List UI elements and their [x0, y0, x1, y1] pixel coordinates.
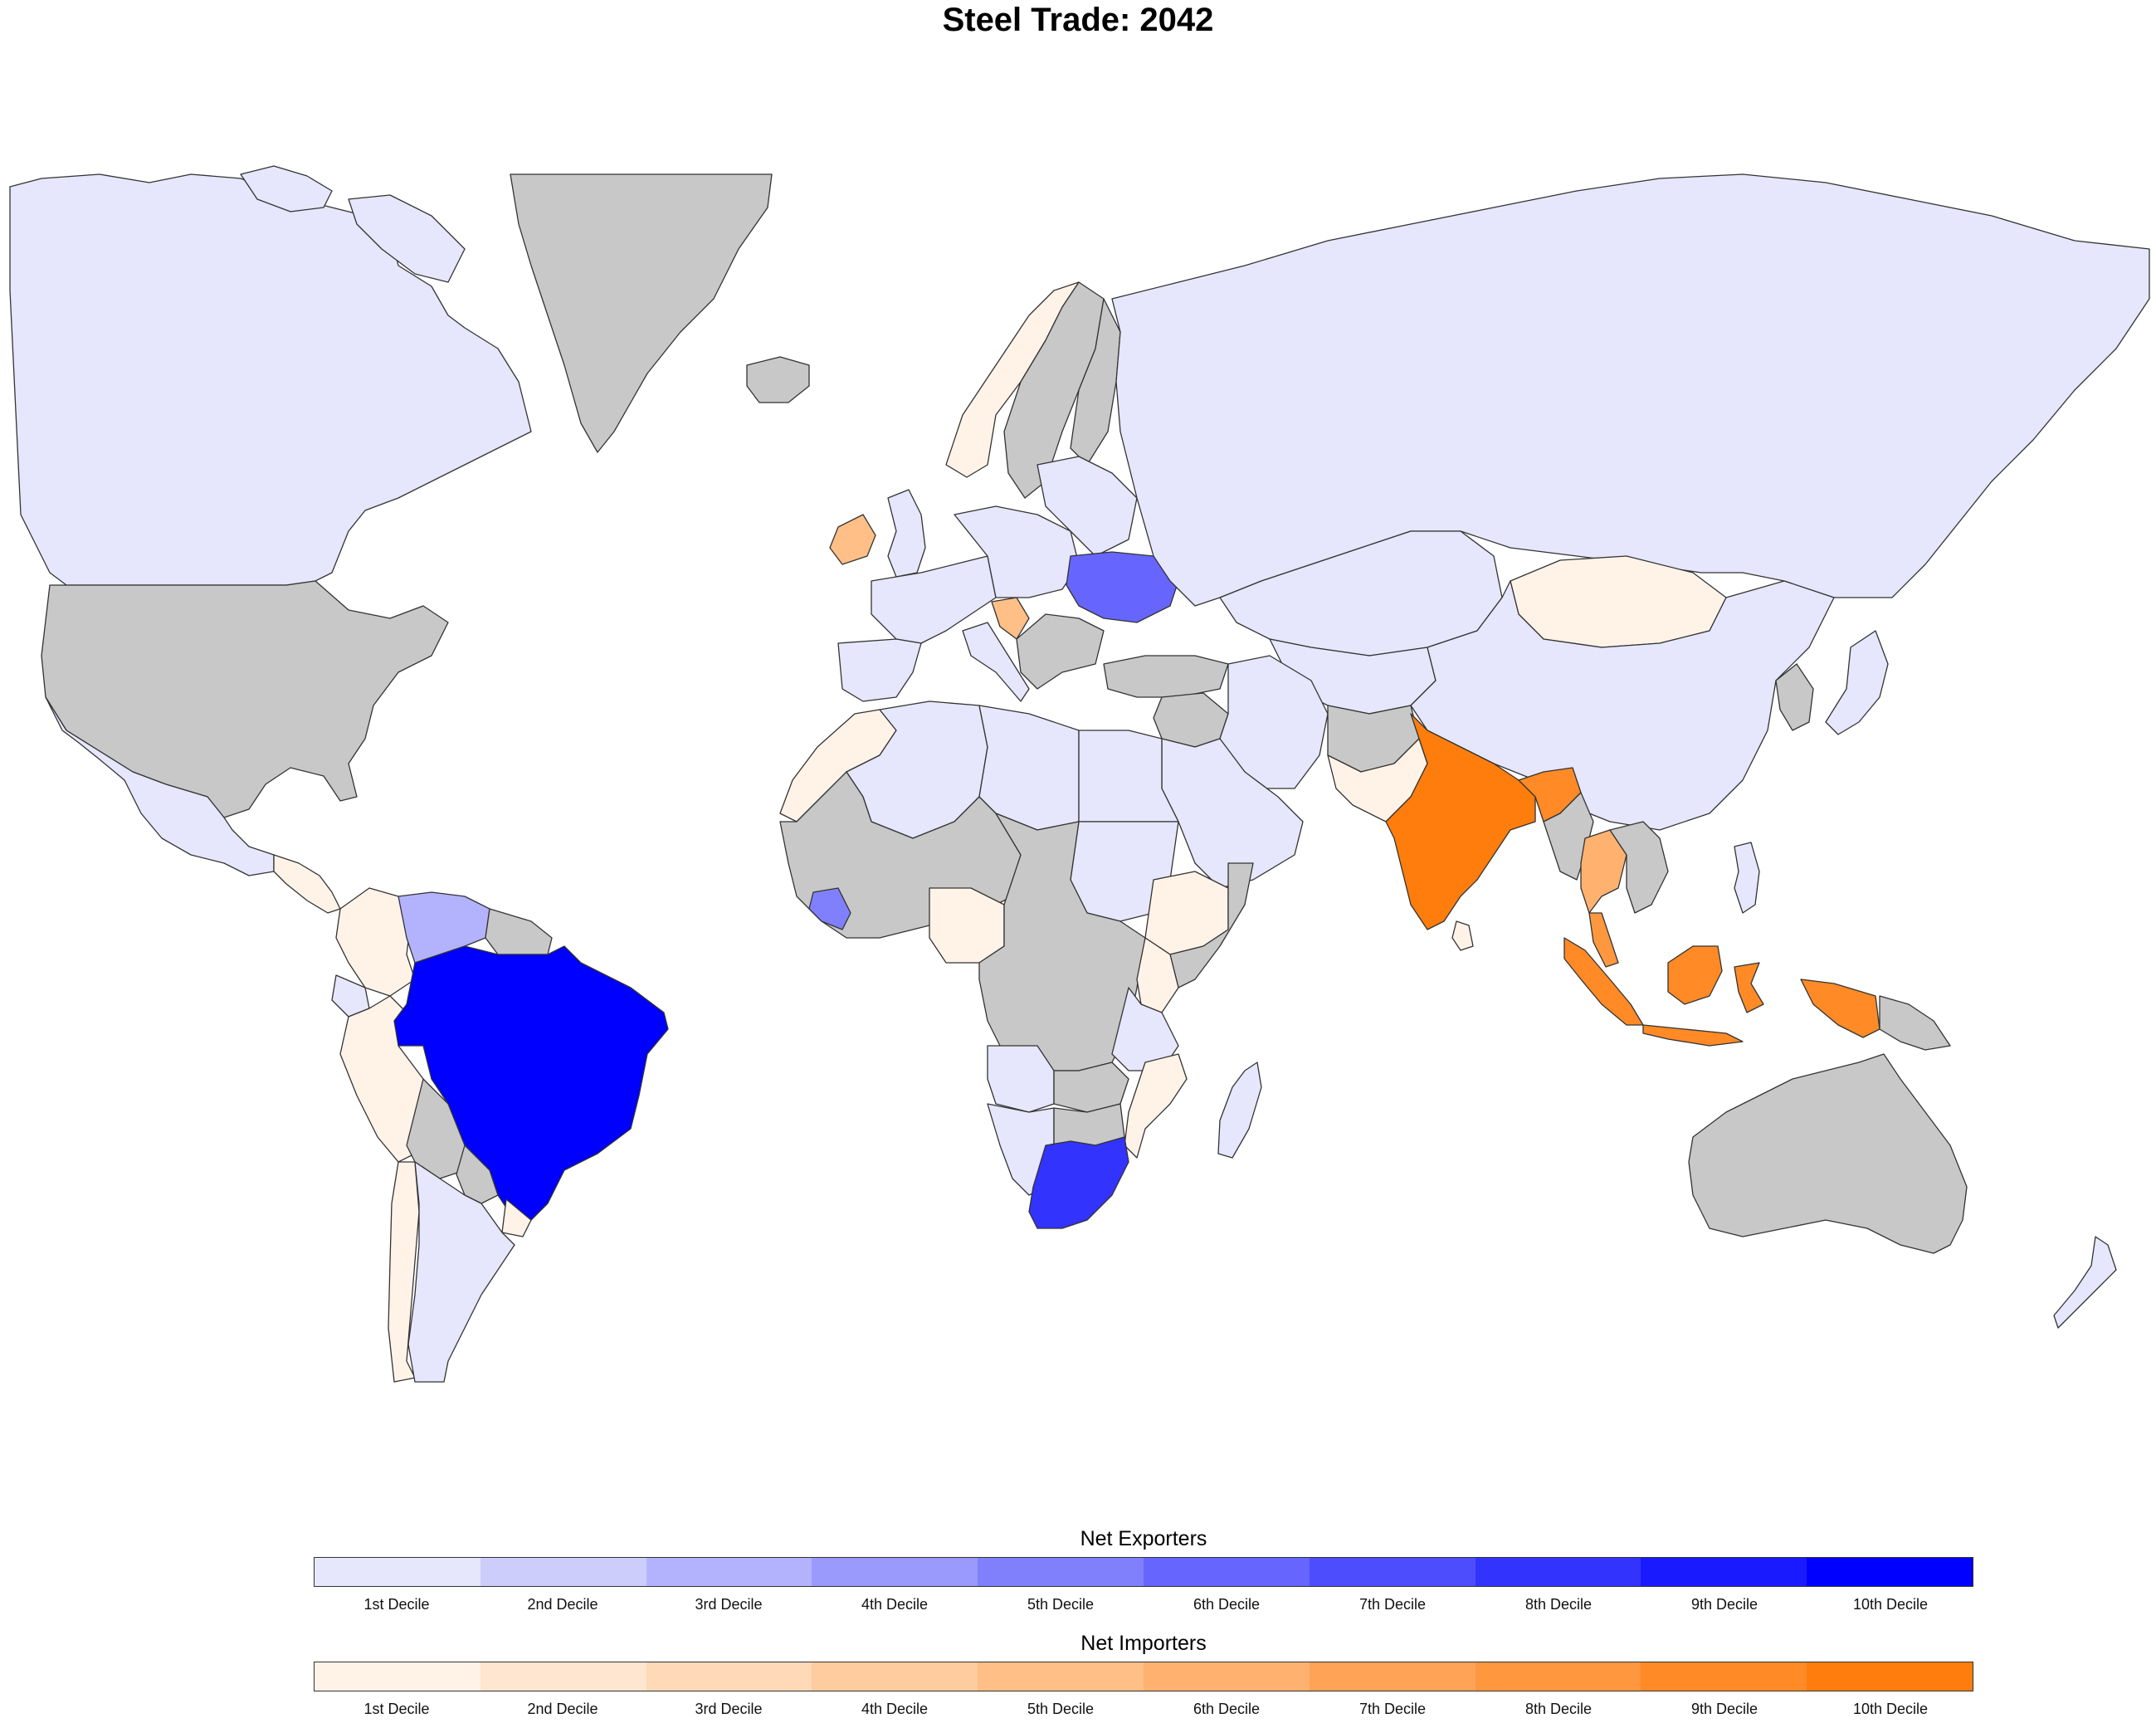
region-sulawesi[interactable] — [1734, 962, 1764, 1013]
region-usa[interactable] — [41, 580, 449, 818]
region-sri-lanka[interactable] — [1451, 920, 1474, 951]
importers-label: 5th Decile — [1027, 1701, 1095, 1717]
importers-color-bar — [314, 1662, 1973, 1691]
region-argentina[interactable] — [407, 1161, 515, 1383]
region-iberia[interactable] — [837, 638, 922, 702]
exporters-swatch-3 — [646, 1558, 812, 1586]
region-indochina[interactable] — [1609, 821, 1669, 914]
exporters-label: 9th Decile — [1690, 1596, 1758, 1613]
region-japan[interactable] — [1825, 630, 1889, 735]
region-venezuela[interactable] — [398, 891, 490, 964]
region-iceland[interactable] — [746, 356, 810, 403]
exporters-label: 7th Decile — [1358, 1596, 1427, 1613]
exporters-swatch-8 — [1475, 1558, 1641, 1586]
world-map — [9, 165, 2150, 1383]
region-ireland[interactable] — [829, 514, 876, 565]
importers-label: 1st Decile — [363, 1701, 430, 1717]
importers-label: 2nd Decile — [527, 1701, 598, 1717]
region-ukraine[interactable] — [1066, 551, 1179, 623]
importers-label: 6th Decile — [1193, 1701, 1261, 1717]
exporters-label: 3rd Decile — [695, 1596, 763, 1613]
region-croatia[interactable] — [991, 597, 1030, 640]
exporters-labels: 1st Decile 2nd Decile 3rd Decile 4th Dec… — [314, 1596, 1973, 1613]
importers-label: 4th Decile — [861, 1701, 929, 1717]
region-java[interactable] — [1642, 1024, 1744, 1047]
region-uk[interactable] — [887, 489, 926, 578]
region-canada-islands[interactable] — [240, 165, 466, 283]
importers-label: 10th Decile — [1852, 1701, 1929, 1717]
region-south-africa[interactable] — [1028, 1136, 1129, 1229]
importers-swatch-4 — [812, 1662, 978, 1691]
importers-swatch-9 — [1641, 1662, 1807, 1691]
region-eastern-europe[interactable] — [1037, 456, 1138, 557]
region-western-europe[interactable] — [871, 555, 997, 644]
exporters-swatch-6 — [1143, 1558, 1310, 1586]
exporters-swatch-5 — [978, 1558, 1144, 1586]
importers-swatch-8 — [1475, 1662, 1641, 1691]
importers-swatch-10 — [1807, 1662, 1973, 1691]
region-philippines[interactable] — [1734, 842, 1760, 914]
exporters-label: 5th Decile — [1027, 1596, 1095, 1613]
importers-swatch-5 — [978, 1662, 1144, 1691]
importers-legend-title: Net Importers — [1080, 1632, 1207, 1655]
exporters-color-bar — [314, 1557, 1973, 1587]
region-balkans[interactable] — [1016, 613, 1105, 690]
region-borneo[interactable] — [1667, 945, 1723, 1005]
exporters-swatch-7 — [1309, 1558, 1476, 1586]
region-angola[interactable] — [987, 1045, 1055, 1113]
importers-swatch-6 — [1143, 1662, 1310, 1691]
importers-label: 7th Decile — [1358, 1701, 1427, 1717]
region-iran[interactable] — [1219, 655, 1329, 789]
region-sumatra[interactable] — [1563, 937, 1644, 1026]
importers-labels: 1st Decile 2nd Decile 3rd Decile 4th Dec… — [314, 1701, 1973, 1718]
exporters-swatch-4 — [812, 1558, 978, 1586]
importers-swatch-7 — [1309, 1662, 1476, 1691]
region-guianas[interactable] — [485, 908, 553, 955]
importers-label: 3rd Decile — [695, 1701, 763, 1717]
region-canada[interactable] — [9, 173, 532, 586]
exporters-swatch-2 — [480, 1558, 646, 1586]
region-turkey[interactable] — [1103, 655, 1229, 698]
importers-label: 8th Decile — [1524, 1701, 1593, 1717]
exporters-label: 8th Decile — [1524, 1596, 1593, 1613]
map-title: Steel Trade: 2042 — [942, 2, 1214, 38]
exporters-legend-title: Net Exporters — [1080, 1527, 1207, 1550]
region-madagascar[interactable] — [1217, 1062, 1262, 1159]
region-australia[interactable] — [1688, 1053, 1968, 1254]
region-nigeria[interactable] — [929, 887, 1005, 964]
importers-swatch-1 — [315, 1662, 480, 1691]
importers-label: 9th Decile — [1690, 1701, 1758, 1717]
exporters-label: 10th Decile — [1852, 1596, 1929, 1613]
region-chile[interactable] — [388, 1161, 420, 1383]
exporters-label: 6th Decile — [1193, 1596, 1261, 1613]
region-zambia[interactable] — [1053, 1062, 1129, 1113]
exporters-label: 1st Decile — [363, 1596, 430, 1613]
region-india[interactable] — [1385, 713, 1536, 930]
region-greenland[interactable] — [510, 173, 773, 453]
region-korea[interactable] — [1775, 663, 1814, 731]
region-new-zealand[interactable] — [2053, 1236, 2117, 1329]
region-guinea[interactable] — [808, 887, 851, 930]
exporters-swatch-1 — [315, 1558, 480, 1586]
region-italy[interactable] — [962, 622, 1030, 702]
region-west-papua[interactable] — [1800, 979, 1880, 1038]
region-central-america[interactable] — [273, 854, 341, 914]
region-uruguay[interactable] — [501, 1198, 532, 1237]
exporters-swatch-10 — [1807, 1558, 1973, 1586]
exporters-swatch-9 — [1641, 1558, 1807, 1586]
region-somalia[interactable] — [1169, 862, 1254, 988]
importers-swatch-2 — [480, 1662, 646, 1691]
region-brazil[interactable] — [393, 945, 669, 1221]
region-mozambique[interactable] — [1124, 1053, 1188, 1159]
region-malaysia-peninsula[interactable] — [1588, 912, 1619, 968]
region-papua-new-guinea[interactable] — [1879, 995, 1951, 1051]
importers-swatch-3 — [646, 1662, 812, 1691]
exporters-label: 4th Decile — [861, 1596, 929, 1613]
exporters-label: 2nd Decile — [527, 1596, 598, 1613]
region-russia[interactable] — [1111, 173, 2150, 607]
